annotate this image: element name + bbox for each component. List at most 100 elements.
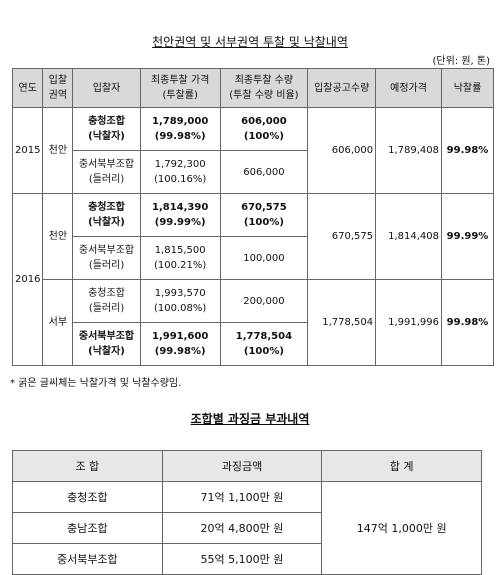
- cell-text: (들러리): [88, 260, 125, 271]
- cell-text: 충청조합: [88, 202, 125, 213]
- bid-row: 중서북부조합 (낙찰자) 1,991,600 (99.98%) 1,778,504 (10…: [13, 322, 494, 366]
- header-cell: 최종투찰 가격 (투찰률): [139, 68, 221, 108]
- cell-text: 조 합: [75, 460, 100, 473]
- cell-text: 1,814,390: [151, 202, 209, 213]
- cell-text: 1,778,504: [235, 331, 293, 342]
- cell-text: 1,789,408: [388, 145, 440, 156]
- qty-cell: 100,000: [219, 236, 309, 280]
- bid-row: 중서북부조합 (들러리) 1,792,300 (100.16%) 606,000: [13, 150, 494, 194]
- cell-text: 최종투찰 가격: [150, 75, 210, 86]
- cell-text: 중서북부조합: [78, 331, 135, 342]
- header-cell: 최종투찰 수량 (투찰 수량 비율): [219, 68, 309, 108]
- cell-text: (99.98%): [154, 346, 206, 357]
- qty-cell: 200,000: [219, 279, 309, 323]
- cell-text: 중서북부조합: [78, 245, 135, 256]
- penalty-row: 중서북부조합 55억 5,100만 원: [12, 543, 482, 575]
- bid-row: 서부 충청조합 (들러리) 1,993,570 (100.08%) 200,000 1,77…: [13, 279, 494, 366]
- cell-text: 606,000: [241, 116, 287, 127]
- cell-text: 99.99%: [446, 231, 489, 242]
- qty-cell: 606,000: [219, 150, 309, 194]
- planned-price-cell: 1,789,408: [375, 107, 443, 194]
- cell-text: 1,814,408: [388, 231, 440, 242]
- cell-text: (100.21%): [154, 260, 207, 271]
- cell-text: 낙찰률: [453, 82, 482, 94]
- cell-text: 200,000: [243, 295, 285, 307]
- cell-text: 1,778,504: [322, 317, 374, 328]
- cell-text: 중서북부조합: [56, 553, 118, 566]
- union-cell: 중서북부조합: [12, 543, 163, 575]
- cell-text: (들러리): [88, 303, 125, 314]
- cell-text: 입찰자: [92, 82, 121, 94]
- cell-text: 서부: [48, 317, 68, 328]
- cell-text: 1,815,500: [154, 245, 206, 256]
- header-cell: 입찰자: [72, 68, 141, 108]
- cell-text: 천안: [48, 145, 68, 156]
- bidder-cell: 중서북부조합 (낙찰자): [72, 322, 141, 366]
- cell-text: 합 계: [389, 460, 414, 473]
- cell-text: 충청조합: [88, 116, 125, 127]
- cell-text: 1,991,996: [388, 317, 440, 328]
- cell-text: 예정가격: [390, 82, 427, 94]
- price-cell: 1,789,000 (99.98%): [139, 107, 221, 151]
- year-cell: 2015: [11, 107, 44, 194]
- cell-text: 670,575: [241, 202, 287, 213]
- note: * 굵은 글씨체는 낙찰가격 및 낙찰수량임.: [10, 378, 182, 389]
- cell-text: (100%): [243, 217, 284, 228]
- planned-price-cell: 1,991,996: [375, 279, 443, 366]
- header-cell: 합 계: [321, 450, 482, 482]
- win-rate-cell: 99.99%: [441, 193, 494, 280]
- bidder-cell: 중서북부조합 (들러리): [72, 150, 141, 194]
- header-cell: 입찰공고수량: [307, 68, 377, 108]
- notice-qty-cell: 606,000: [307, 107, 377, 194]
- cell-text: (투찰률): [162, 90, 198, 101]
- bid-row: 중서북부조합 (들러리) 1,815,500 (100.21%) 100,000: [13, 236, 494, 280]
- planned-price-cell: 1,814,408: [375, 193, 443, 280]
- cell-text: (100%): [243, 346, 284, 357]
- win-rate-cell: 99.98%: [441, 107, 494, 194]
- cell-text: 147억 1,000만 원: [356, 522, 447, 535]
- price-cell: 1,993,570 (100.08%): [139, 279, 221, 323]
- bidder-cell: 충청조합 (낙찰자): [72, 107, 141, 151]
- bidder-cell: 중서북부조합 (들러리): [72, 236, 141, 280]
- cell-text: 권역: [48, 90, 68, 101]
- qty-cell: 670,575 (100%): [219, 193, 309, 237]
- cell-text: 1,991,600: [151, 331, 209, 342]
- union-cell: 충청조합: [12, 481, 163, 513]
- price-cell: 1,815,500 (100.21%): [139, 236, 221, 280]
- bid-row: 2015 천안 충청조합 (낙찰자) 1,789,000 (99.98%) 606,000 (…: [11, 107, 494, 194]
- header-cell: 연도: [11, 68, 44, 108]
- bid-row: 2016 천안 충청조합 (낙찰자) 1,814,390 (99.99%) 670,575(…: [11, 193, 494, 366]
- cell-text: 중서북부조합: [78, 159, 135, 170]
- cell-text: 충남조합: [67, 522, 108, 535]
- cell-text: (100.16%): [154, 174, 207, 185]
- amount-cell: 20억 4,800만 원: [161, 512, 323, 544]
- cell-text: 670,575: [331, 231, 374, 242]
- cell-text: (99.98%): [154, 131, 206, 142]
- cell-text: 입찰: [48, 75, 68, 86]
- cell-text: (99.99%): [154, 217, 206, 228]
- header-cell: 조 합: [12, 450, 163, 482]
- price-cell: 1,814,390 (99.99%): [139, 193, 221, 237]
- cell-text: 천안: [48, 231, 68, 242]
- cell-text: 입찰공고수량: [314, 82, 370, 94]
- header-cell: 과징금액: [161, 450, 323, 482]
- title2: 조합별 과징금 부과내역: [190, 412, 310, 426]
- cell-text: 충청조합: [67, 491, 108, 504]
- header-row: 연도 입찰 권역 입찰자 최종투찰 가격 (투찰률) 최종투찰 수량 (투찰 수량 비율) 입찰…: [11, 68, 494, 108]
- bidder-cell: 충청조합 (낙찰자): [72, 193, 141, 237]
- cell-text: (낙찰자): [88, 131, 125, 142]
- penalty-row: 충청조합 71억 1,100만 원 147억 1,000만 원: [12, 481, 482, 575]
- cell-text: (100%): [243, 131, 284, 142]
- cell-text: 606,000: [243, 166, 285, 178]
- amount-cell: 55억 5,100만 원: [161, 543, 323, 575]
- cell-text: (낙찰자): [88, 217, 125, 228]
- cell-text: (낙찰자): [88, 346, 125, 357]
- header-cell: 예정가격: [375, 68, 443, 108]
- cell-text: 20억 4,800만 원: [200, 522, 284, 535]
- region-cell: 천안: [42, 193, 74, 280]
- price-cell: 1,792,300 (100.16%): [139, 150, 221, 194]
- cell-text: 과징금액: [221, 460, 263, 473]
